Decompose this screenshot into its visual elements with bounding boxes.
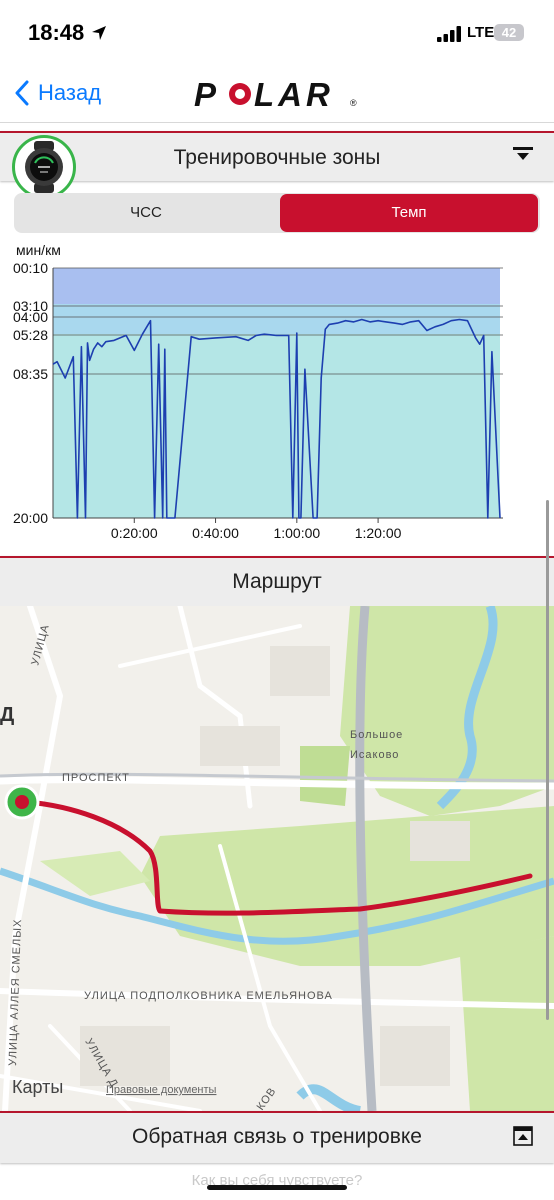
back-button[interactable]: Назад (14, 80, 101, 106)
cellular-signal-icon (437, 26, 461, 42)
expand-icon[interactable] (513, 1126, 533, 1146)
zone-band-top (53, 268, 500, 304)
park-area (300, 746, 350, 806)
zone-band-bottom (53, 334, 500, 518)
back-label: Назад (38, 80, 102, 105)
park-area (460, 936, 554, 1111)
route-map[interactable]: Большое Исаково ПРОСПЕКТ УЛИЦА ПОДПОЛКОВ… (0, 606, 554, 1111)
highway (355, 606, 377, 1111)
status-time: 18:48 (28, 20, 108, 46)
map-label-street: ПРОСПЕКТ (62, 772, 130, 784)
river (296, 1084, 362, 1111)
collapse-icon[interactable] (512, 145, 534, 165)
road (218, 844, 322, 1111)
x-tick-label: 1:00:00 (273, 525, 320, 541)
home-indicator (207, 1185, 347, 1190)
map-canvas[interactable]: Большое Исаково ПРОСПЕКТ УЛИЦА ПОДПОЛКОВ… (0, 606, 554, 1111)
building-block (200, 726, 280, 766)
x-tick-label: 1:20:00 (355, 525, 402, 541)
svg-text:LAR: LAR (254, 76, 334, 112)
map-label-district: Д (0, 704, 14, 726)
road (2, 606, 64, 1111)
legal-documents-link[interactable]: Правовые документы (106, 1084, 217, 1096)
building-block (380, 1026, 450, 1086)
section-title: Обратная связь о тренировке (132, 1125, 422, 1148)
building-block (270, 646, 330, 696)
y-tick-label: 20:00 (13, 510, 48, 526)
road (0, 988, 554, 1009)
route-start-marker-dot (15, 795, 29, 809)
apple-maps-attribution: Карты (12, 1077, 63, 1097)
location-arrow-icon (92, 26, 107, 40)
building-block (410, 821, 470, 861)
feedback-question: Как вы себя чувствуете? (191, 1172, 363, 1189)
svg-text:P: P (194, 76, 220, 112)
polar-logo: P LAR ® (194, 76, 357, 112)
battery-indicator: 42 (494, 24, 524, 41)
map-label-street: КОВ (255, 1085, 279, 1111)
road (0, 776, 554, 790)
highway (0, 772, 554, 783)
park-area (340, 606, 554, 816)
x-tick-label: 0:40:00 (192, 525, 239, 541)
svg-text:®: ® (350, 98, 357, 108)
y-tick-label: 00:10 (13, 260, 48, 276)
watch-icon (25, 141, 63, 193)
map-label-street: УЛИЦА АЛЛЕЯ СМЕЛЫХ (7, 919, 24, 1067)
map-label-village: Большое (350, 729, 403, 741)
chart-ylabel: мин/км (16, 242, 61, 258)
training-zones-header (0, 131, 554, 181)
road (118, 624, 302, 668)
tab-pace[interactable]: Темп (280, 194, 538, 232)
park-area (40, 851, 150, 896)
pace-series-line (52, 318, 501, 519)
watch-avatar (12, 135, 76, 199)
zone-band-middle (53, 304, 500, 334)
section-title: Тренировочные зоны (173, 146, 381, 169)
building-block (80, 1026, 170, 1086)
route-path (25, 799, 533, 916)
scroll-indicator (546, 500, 549, 1020)
y-tick-label: 03:10 (13, 298, 48, 314)
road (0, 1074, 202, 1111)
y-tick-label: 08:35 (13, 366, 48, 382)
tab-heart-rate[interactable]: ЧСС (130, 204, 162, 221)
y-tick-label: 04:00 (13, 309, 48, 325)
map-label-street: УЛИЦА ПОДПОЛКОВНИКА ЕМЕЛЬЯНОВА (84, 990, 333, 1002)
y-tick-label: 05:28 (13, 327, 48, 343)
route-header (0, 556, 554, 606)
map-label-village: Исаково (350, 749, 399, 761)
section-title: Маршрут (232, 570, 322, 593)
header-divider (0, 122, 554, 123)
x-tick-label: 0:20:00 (111, 525, 158, 541)
chevron-left-icon (15, 80, 29, 106)
network-type: LTE (467, 24, 495, 41)
feedback-header (0, 1111, 554, 1163)
